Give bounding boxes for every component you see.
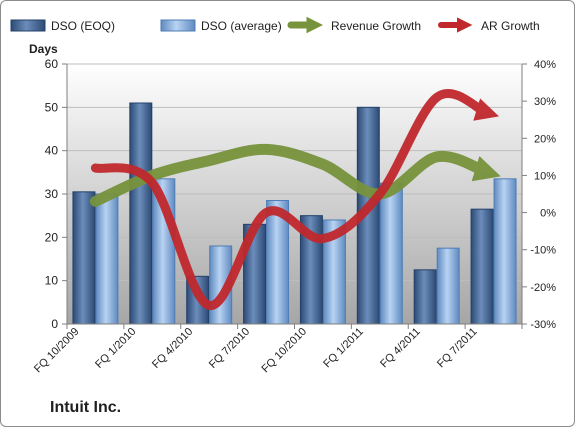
y-tick-label: 20 — [45, 230, 59, 244]
y2-tick-label: -10% — [530, 245, 556, 257]
bar-dso-eoq — [129, 102, 153, 325]
x-tick-label: FQ 4/2011 — [378, 326, 423, 371]
legend-revenue-growth: Revenue Growth — [287, 16, 421, 34]
line-revenue-growth — [89, 143, 501, 207]
x-tick-label: FQ 7/2011 — [435, 326, 480, 371]
y-axis-title: Days — [29, 42, 58, 56]
line-ar-growth — [90, 89, 500, 310]
bar-dso-average — [95, 193, 119, 325]
y-tick-label: 10 — [45, 274, 59, 288]
y2-tick-label: 0% — [540, 208, 556, 220]
y2-tick-label: 10% — [534, 170, 556, 182]
legend-label: AR Growth — [481, 19, 540, 33]
bar-dso-eoq — [413, 269, 437, 325]
bar-dso-eoq — [72, 191, 96, 325]
x-tick-label: FQ 7/2010 — [207, 326, 252, 371]
legend-ar-growth: AR Growth — [438, 17, 540, 33]
y2-tick-label: -20% — [530, 282, 556, 294]
bar-dso-eoq — [470, 208, 494, 325]
x-tick-label: FQ 1/2010 — [93, 326, 138, 371]
y-tick-label: 40 — [45, 144, 59, 158]
x-tick-label: FQ 10/2009 — [32, 326, 82, 376]
y2-tick-label: 20% — [534, 133, 556, 145]
x-tick-label: FQ 1/2011 — [321, 326, 366, 371]
company-label: Intuit Inc. — [50, 399, 122, 416]
x-tick-label: FQ 4/2010 — [150, 326, 195, 371]
y-tick-label: 60 — [45, 57, 59, 71]
legend-dso-average: DSO (average) — [160, 19, 282, 33]
legend-label: DSO (average) — [201, 19, 282, 33]
y-tick-label: 0 — [51, 317, 58, 331]
y-tick-label: 30 — [45, 187, 59, 201]
legend-swatch — [160, 19, 196, 32]
legend-swatch — [10, 19, 46, 32]
y-tick-label: 50 — [45, 100, 59, 114]
x-tick-label: FQ 10/2010 — [259, 326, 309, 376]
y2-tick-label: 40% — [534, 59, 556, 71]
bar-dso-average — [493, 178, 517, 325]
bar-dso-average — [436, 247, 460, 325]
y2-tick-label: -30% — [530, 319, 556, 331]
y2-tick-label: 30% — [534, 96, 556, 108]
legend-label: DSO (EOQ) — [51, 19, 115, 33]
legend-label: Revenue Growth — [331, 19, 421, 33]
legend-dso-eoq: DSO (EOQ) — [10, 19, 115, 33]
bar-dso-average — [379, 182, 403, 325]
